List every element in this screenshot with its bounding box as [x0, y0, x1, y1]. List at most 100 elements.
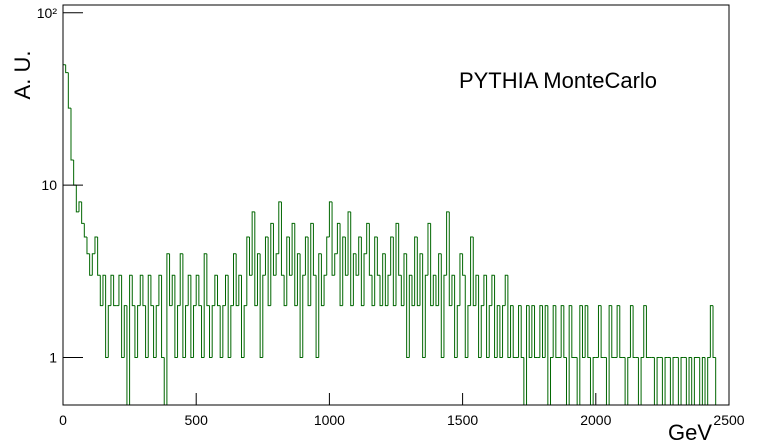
histogram-bin	[424, 274, 428, 358]
histogram-bin	[153, 305, 157, 358]
histogram-bin	[616, 305, 620, 358]
histogram-bin	[302, 274, 306, 358]
histogram-bin	[81, 201, 85, 224]
histogram-bin	[102, 274, 106, 306]
histogram-bin	[427, 222, 431, 276]
histogram-bin	[177, 305, 181, 358]
histogram-bin	[597, 305, 602, 358]
histogram-bin	[544, 305, 548, 358]
histogram-bin	[680, 356, 684, 405]
histogram-bin	[209, 305, 213, 358]
x-tick-label: 0	[59, 412, 67, 428]
histogram-bin	[161, 275, 165, 358]
histogram-bin	[395, 222, 399, 306]
histogram-bin	[73, 159, 77, 186]
histogram-bin	[163, 357, 165, 405]
histogram-bin	[430, 223, 434, 307]
histogram-bin	[195, 274, 199, 306]
histogram-bin	[592, 356, 596, 405]
histogram-bin	[227, 275, 231, 358]
histogram-bin	[99, 275, 103, 307]
histogram-bin	[526, 305, 530, 405]
histogram-bin	[275, 253, 279, 276]
histogram-bin	[693, 356, 698, 405]
histogram-bin	[462, 253, 466, 276]
histogram-bin	[504, 274, 508, 306]
histogram-bin	[363, 253, 367, 306]
histogram-bin	[496, 305, 500, 358]
histogram-bin	[75, 185, 79, 213]
histogram-bin	[174, 275, 178, 358]
histogram-bin	[371, 275, 375, 307]
histogram-bin	[390, 236, 394, 276]
histogram-bin	[669, 357, 671, 405]
histogram-bin	[347, 211, 351, 276]
histogram-bin	[254, 211, 258, 307]
histogram-bin	[408, 274, 412, 358]
histogram-bin	[709, 305, 714, 358]
histogram-bin	[63, 64, 66, 405]
histogram-bin	[539, 305, 543, 358]
histogram-bin	[419, 253, 423, 306]
histogram-bin	[672, 356, 676, 405]
histogram-bin	[206, 253, 210, 307]
histogram-bin	[715, 357, 717, 405]
histogram-bin	[97, 237, 101, 276]
histogram-bin	[640, 356, 644, 405]
histogram-bin	[440, 253, 444, 358]
histogram-bin	[374, 236, 378, 306]
histogram-bin	[605, 357, 607, 405]
histogram-bin	[707, 356, 711, 405]
histogram-bin	[113, 275, 117, 307]
histogram-bin	[291, 222, 295, 276]
histogram-bin	[350, 211, 354, 307]
histogram-bin	[107, 305, 111, 358]
histogram-bin	[701, 356, 706, 405]
histogram-bin	[304, 236, 309, 276]
histogram-bin	[685, 357, 687, 405]
histogram-bin	[214, 274, 218, 306]
histogram-bin	[307, 237, 311, 307]
histogram-bin	[406, 253, 410, 358]
histogram-bin	[246, 236, 250, 306]
histogram-bin	[89, 253, 93, 276]
histogram-bin	[259, 253, 263, 358]
histogram-bin	[584, 305, 588, 358]
histogram-bin	[400, 275, 404, 307]
histogram-bin	[78, 201, 82, 212]
histogram-bin	[267, 237, 271, 307]
histogram-bin	[299, 253, 303, 358]
histogram-bin	[478, 275, 482, 358]
histogram-bin	[225, 274, 229, 306]
histogram-bin	[403, 253, 407, 306]
histogram-bin	[217, 275, 221, 307]
histogram-bin	[105, 275, 109, 358]
histogram-bin	[494, 275, 498, 358]
histogram-bin	[435, 275, 439, 307]
histogram-bin	[398, 223, 402, 276]
histogram-bin	[342, 236, 346, 306]
histogram-bin	[688, 356, 692, 405]
histogram-bin	[182, 253, 186, 358]
histogram-bin	[611, 305, 615, 358]
histogram-bin	[550, 356, 554, 405]
histogram-bin	[624, 357, 626, 405]
histogram-bin	[712, 305, 716, 358]
histogram-bin	[344, 237, 349, 276]
histogram-bin	[563, 305, 567, 358]
histogram-bin	[491, 274, 495, 306]
histogram-bin	[589, 357, 591, 405]
histogram-bin	[483, 274, 487, 306]
histogram-bin	[336, 222, 341, 254]
histogram-bin	[632, 305, 636, 358]
histogram-bin	[310, 222, 314, 306]
histogram-bin	[451, 274, 455, 306]
histogram-bin	[411, 275, 415, 307]
histogram-bin	[446, 211, 450, 276]
histogram-bin	[323, 274, 327, 306]
frame	[62, 4, 730, 406]
histogram-bin	[392, 237, 396, 307]
histogram-bin	[288, 237, 293, 276]
histogram-bin	[507, 275, 511, 358]
histogram-bin	[629, 305, 634, 358]
